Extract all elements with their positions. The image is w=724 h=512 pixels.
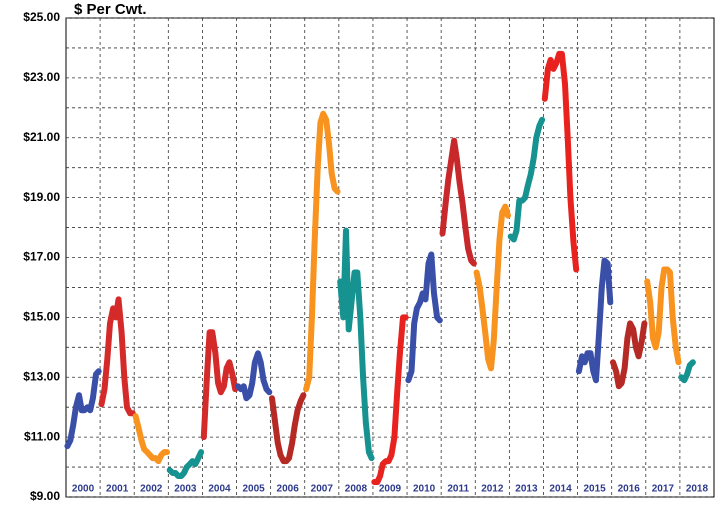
price-line bbox=[200, 329, 239, 441]
year-label: 2005 bbox=[242, 484, 265, 495]
y-tick-label: $23.00 bbox=[23, 70, 60, 84]
year-label: 2013 bbox=[515, 484, 538, 495]
price-line bbox=[405, 251, 443, 384]
y-tick-label: $9.00 bbox=[30, 489, 60, 503]
price-line bbox=[507, 116, 546, 243]
y-tick-label: $19.00 bbox=[23, 190, 60, 204]
price-line bbox=[644, 266, 682, 366]
year-label: 2014 bbox=[549, 484, 572, 495]
year-label: 2006 bbox=[277, 484, 300, 495]
price-line bbox=[269, 392, 307, 465]
price-line bbox=[610, 320, 648, 390]
price-line bbox=[473, 203, 511, 372]
y-tick-label: $15.00 bbox=[23, 310, 60, 324]
year-label: 2004 bbox=[208, 484, 231, 495]
year-label: 2001 bbox=[106, 484, 129, 495]
price-line bbox=[371, 314, 409, 485]
price-line bbox=[337, 227, 375, 462]
year-label: 2018 bbox=[686, 484, 709, 495]
year-label: 2011 bbox=[447, 484, 469, 495]
price-line bbox=[439, 137, 477, 267]
price-line bbox=[678, 359, 696, 384]
year-label: 2008 bbox=[345, 484, 368, 495]
year-label: 2012 bbox=[481, 484, 504, 495]
year-label: 2003 bbox=[174, 484, 197, 495]
year-label: 2000 bbox=[72, 484, 95, 495]
y-tick-label: $11.00 bbox=[24, 429, 60, 443]
year-label: 2015 bbox=[584, 484, 607, 495]
y-tick-label: $21.00 bbox=[23, 130, 60, 144]
price-line bbox=[166, 449, 205, 479]
year-label: 2007 bbox=[311, 484, 334, 495]
y-tick-label: $25.00 bbox=[23, 10, 60, 24]
price-line bbox=[98, 296, 136, 417]
chart-title: $ Per Cwt. bbox=[74, 1, 147, 18]
year-label: 2009 bbox=[379, 484, 402, 495]
price-line bbox=[541, 50, 580, 273]
price-line bbox=[234, 350, 273, 402]
price-line bbox=[132, 413, 170, 465]
year-label: 2017 bbox=[652, 484, 675, 495]
year-label: 2016 bbox=[618, 484, 641, 495]
year-label: 2002 bbox=[140, 484, 163, 495]
price-line bbox=[64, 368, 102, 450]
y-tick-label: $13.00 bbox=[23, 369, 60, 383]
year-label: 2010 bbox=[413, 484, 436, 495]
price-line bbox=[303, 110, 341, 393]
price-line bbox=[575, 257, 614, 384]
y-tick-label: $17.00 bbox=[23, 250, 60, 264]
